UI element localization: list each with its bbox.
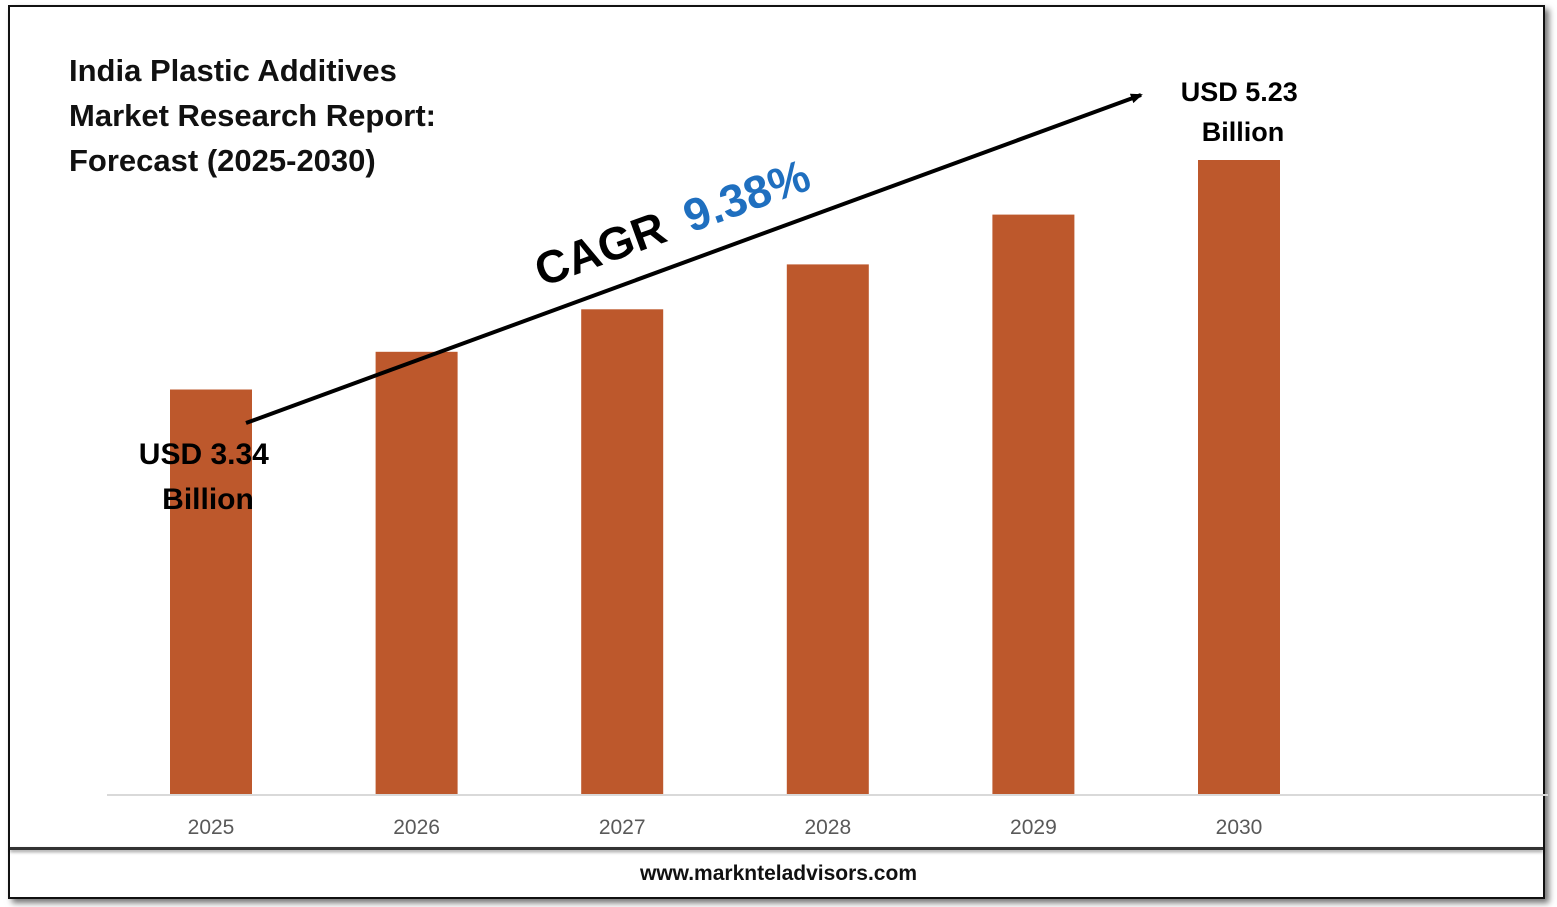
end-value-line-1: USD 5.23 bbox=[1181, 77, 1298, 107]
cagr-value: 9.38% bbox=[676, 149, 816, 242]
x-tick-label-2027: 2027 bbox=[599, 816, 646, 839]
bars-group bbox=[170, 160, 1280, 796]
bar-2027 bbox=[581, 309, 664, 795]
footer-url: www.marknteladvisors.com bbox=[640, 862, 917, 885]
end-value-line-2: Billion bbox=[1202, 117, 1285, 147]
footer-divider bbox=[10, 847, 1543, 850]
start-value-line-1: USD 3.34 bbox=[139, 438, 269, 471]
end-value-label: USD 5.23 Billion bbox=[1181, 77, 1306, 147]
x-tick-label-2029: 2029 bbox=[1010, 816, 1057, 839]
x-tick-label-2028: 2028 bbox=[804, 816, 851, 839]
title-line-2: Market Research Report: bbox=[69, 98, 436, 133]
title-line-3: Forecast (2025-2030) bbox=[69, 143, 376, 178]
chart-frame bbox=[8, 5, 1545, 899]
bar-2028 bbox=[786, 264, 869, 795]
cagr-text: CAGR bbox=[528, 201, 673, 296]
chart-title: India Plastic Additives Market Research … bbox=[69, 48, 489, 183]
bar-2029 bbox=[992, 214, 1075, 796]
bar-2030 bbox=[1198, 160, 1280, 795]
cagr-label: CAGR 9.38% bbox=[528, 149, 817, 297]
cagr-arrow bbox=[245, 93, 1143, 425]
start-value-line-2: Billion bbox=[162, 483, 254, 516]
title-line-1: India Plastic Additives bbox=[69, 53, 397, 88]
start-value-label: USD 3.34 Billion bbox=[139, 438, 277, 516]
x-tick-label-2025: 2025 bbox=[188, 816, 235, 839]
bar-2025 bbox=[170, 389, 252, 795]
x-tick-label-2030: 2030 bbox=[1216, 816, 1263, 839]
x-tick-labels: 2025 2026 2027 2028 2029 2030 bbox=[188, 816, 1263, 839]
bar-2026 bbox=[375, 351, 458, 795]
x-tick-label-2026: 2026 bbox=[393, 816, 440, 839]
